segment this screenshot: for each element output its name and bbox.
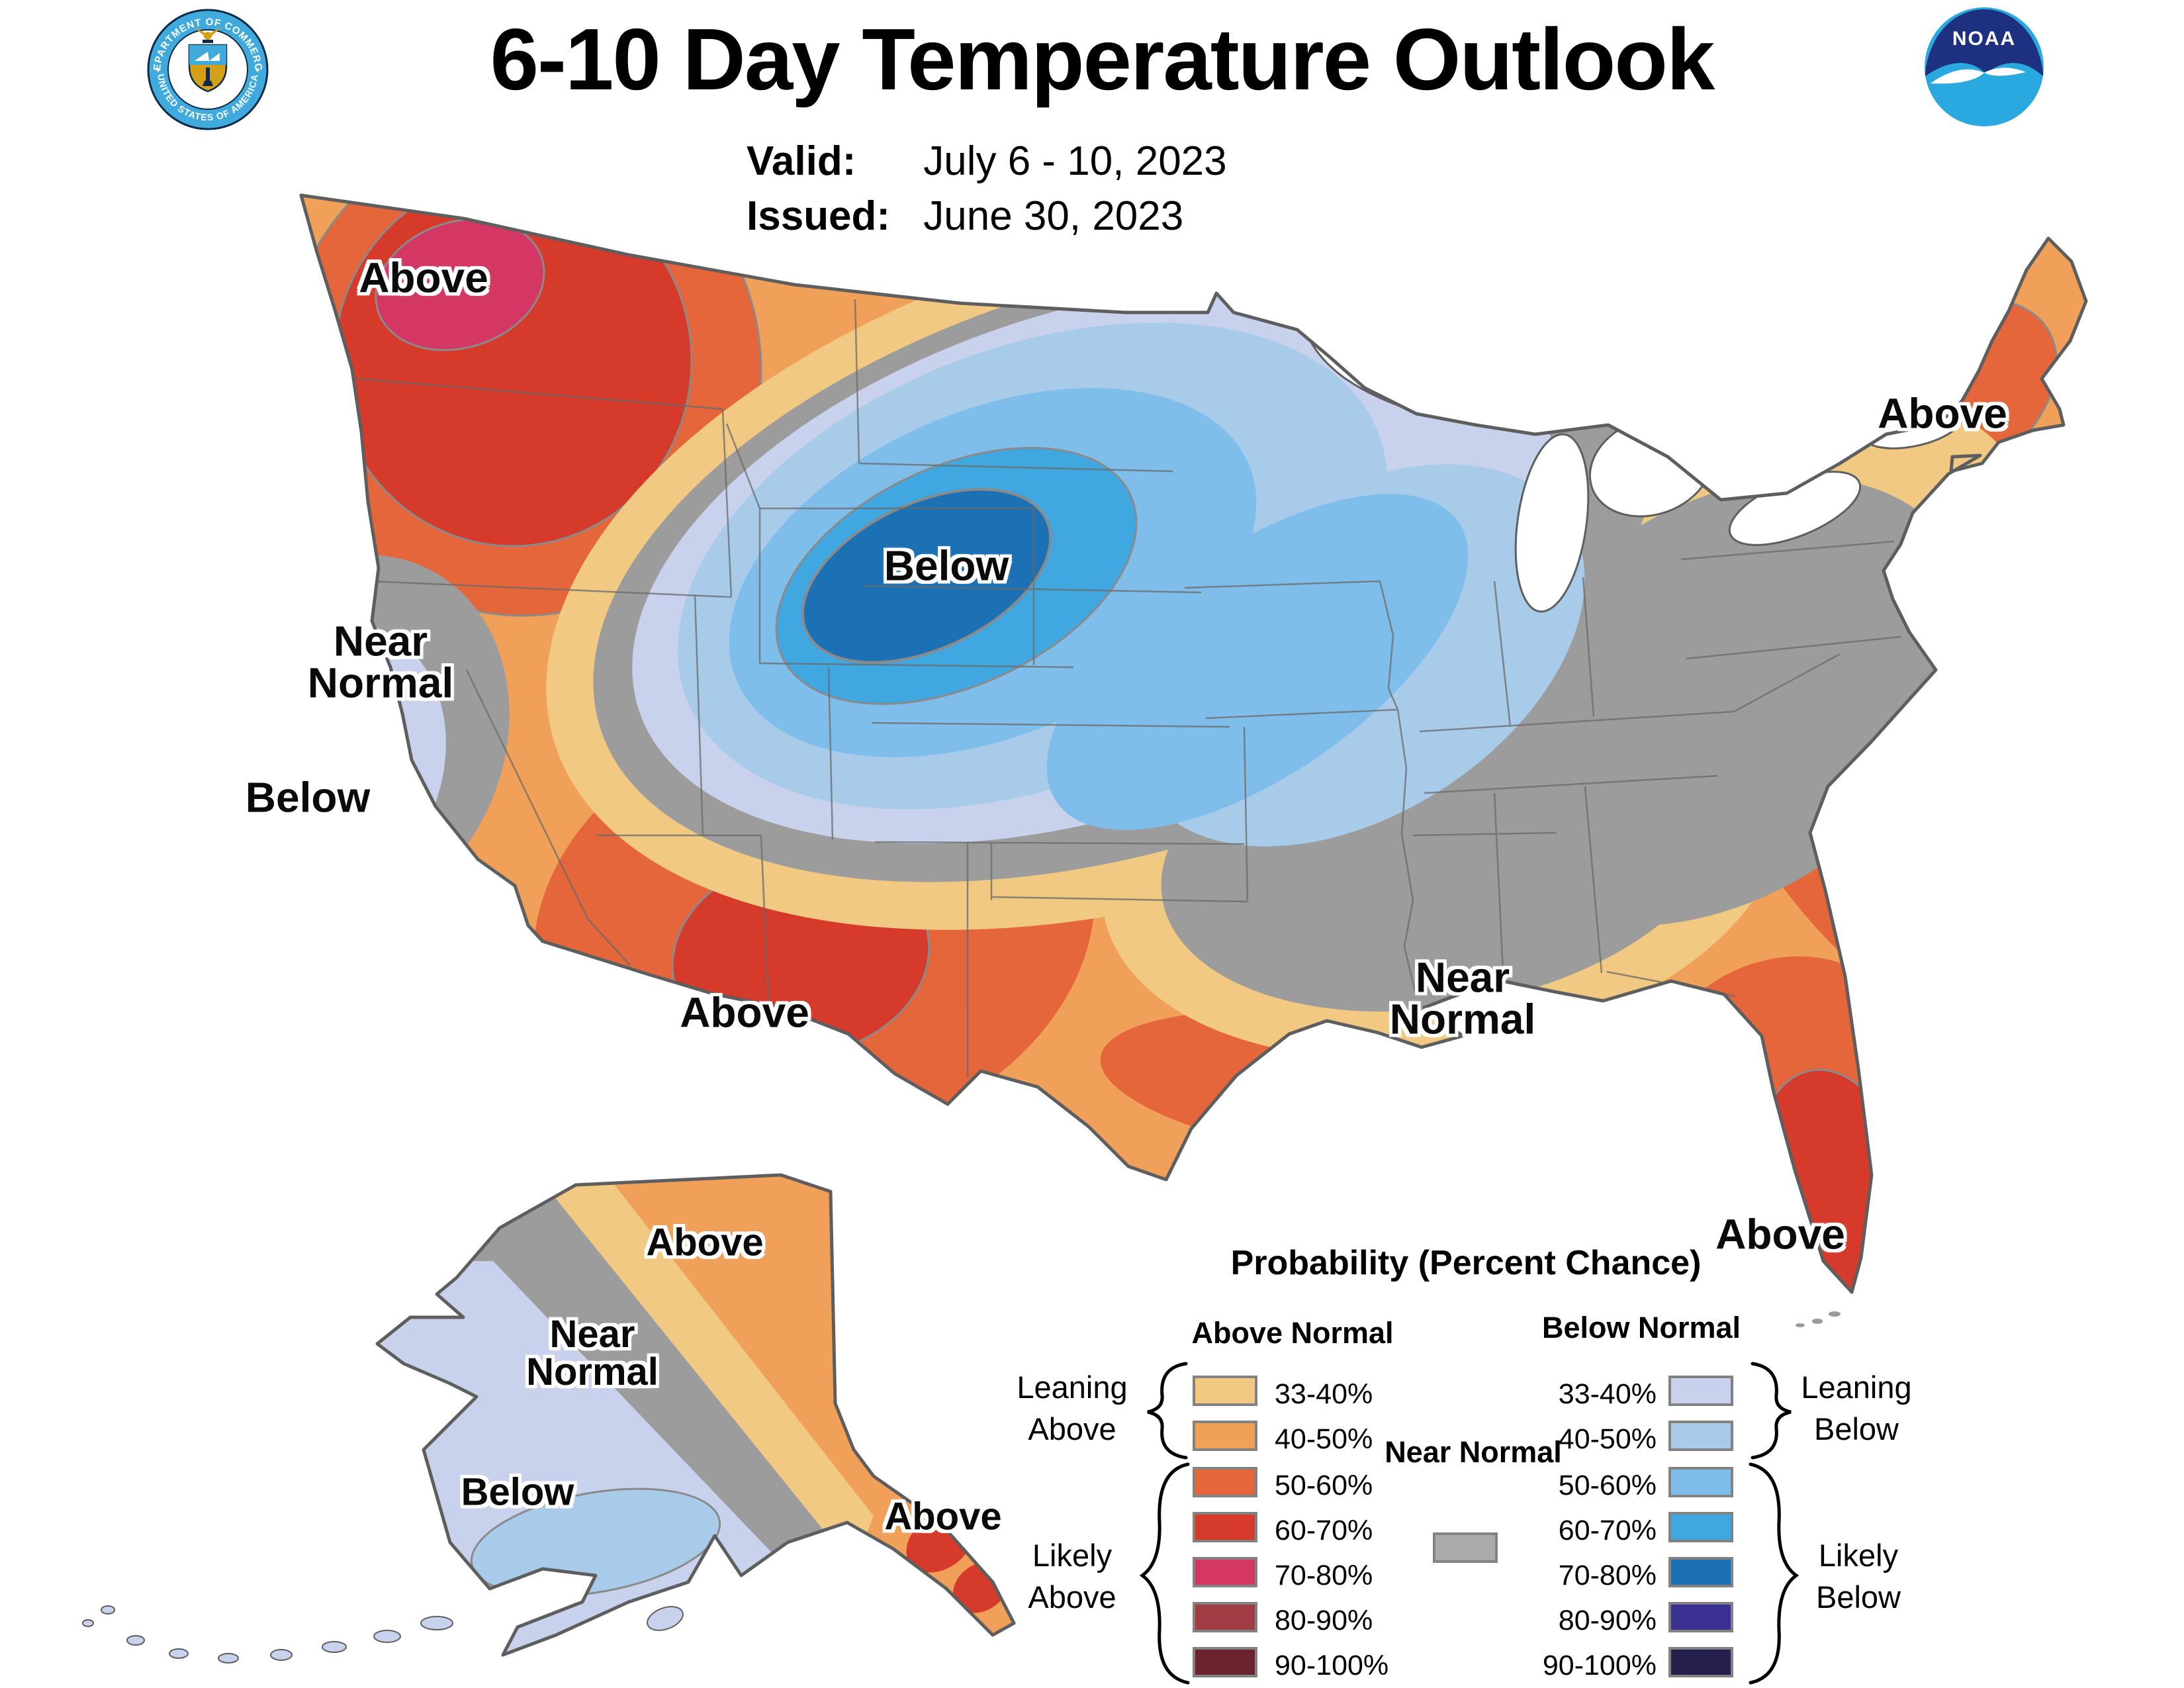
swatch-below-60-70 — [1668, 1512, 1733, 1542]
page-title: 6-10 Day Temperature Outlook — [490, 11, 1715, 108]
ak-band-below-33-40 — [377, 1261, 781, 1655]
band-above-60-70-florida — [1751, 1068, 1909, 1292]
swatch-below-70-80 — [1668, 1557, 1733, 1587]
swatch-above-33-40 — [1193, 1376, 1257, 1406]
issue-dates: Valid: July 6 - 10, 2023 Issued: June 30… — [747, 138, 1227, 248]
map-label-ak-below: Below — [461, 1470, 574, 1514]
florida-keys — [1796, 1311, 1841, 1327]
legend-label-above-90-100: 90-100% — [1275, 1650, 1389, 1681]
aleutian-islands — [82, 1605, 684, 1664]
swatch-above-60-70 — [1193, 1512, 1257, 1542]
legend-label-below-40-50: 40-50% — [1558, 1423, 1657, 1455]
swatch-below-50-60 — [1668, 1467, 1733, 1497]
legend-group-leaning-below: Leaning Below — [1801, 1370, 1912, 1447]
map-label-fl-above: Above — [1715, 1210, 1845, 1258]
state-borders — [355, 299, 1901, 1078]
band-below-70-80-core — [801, 488, 1052, 664]
legend-label-above-40-50: 40-50% — [1275, 1423, 1373, 1455]
legend-label-above-50-60: 50-60% — [1275, 1470, 1373, 1501]
noaa-logo: NOAA — [1925, 7, 2044, 126]
swatch-above-50-60 — [1193, 1467, 1257, 1497]
map-label-ak-se-above: Above — [884, 1495, 1002, 1538]
legend-below-normal-header: Below Normal — [1541, 1311, 1741, 1344]
map-label-center-below: Below — [884, 541, 1009, 590]
legend-label-below-33-40: 33-40% — [1558, 1378, 1657, 1410]
legend-label-below-90-100: 90-100% — [1542, 1650, 1657, 1681]
legend-label-below-70-80: 70-80% — [1558, 1560, 1657, 1591]
map-label-ca-near-normal: Near Normal — [307, 617, 454, 706]
legend-label-below-80-90: 80-90% — [1558, 1605, 1657, 1636]
legend-title: Probability (Percent Chance) — [1230, 1244, 1702, 1282]
doc-shield-icon — [188, 44, 228, 93]
swatch-near-normal — [1433, 1532, 1498, 1563]
valid-row: Valid: July 6 - 10, 2023 — [747, 138, 1227, 185]
legend-label-above-60-70: 60-70% — [1275, 1515, 1373, 1546]
legend-label-above-33-40: 33-40% — [1275, 1378, 1373, 1410]
issued-row: Issued: June 30, 2023 — [747, 193, 1227, 240]
map-label-sw-above: Above — [680, 988, 809, 1037]
noaa-crest-shape — [1925, 9, 2044, 77]
issued-label: Issued: — [747, 193, 891, 239]
map-label-south-near-normal: Near Normal — [1389, 953, 1536, 1043]
legend-group-leaning-above: Leaning Above — [1017, 1370, 1128, 1447]
brace-leaning-below — [1751, 1362, 1792, 1460]
alaska-outline — [375, 1173, 1016, 1657]
swatch-above-70-80 — [1193, 1557, 1257, 1587]
legend-group-likely-above: Likely Above — [1028, 1538, 1116, 1615]
map-label-pnw-above: Above — [359, 254, 488, 302]
map-label-ak-near-normal: Near Normal — [526, 1313, 659, 1393]
legend-label-below-60-70: 60-70% — [1558, 1515, 1657, 1546]
swatch-below-33-40 — [1668, 1376, 1733, 1406]
department-of-commerce-seal: DEPARTMENT OF COMMERCE UNITED STATES OF … — [146, 7, 269, 130]
doc-seal-star-left: ✦ — [155, 66, 161, 75]
legend-above-normal-header: Above Normal — [1191, 1316, 1394, 1350]
band-above-70-80-pnw — [375, 218, 545, 352]
legend-label-above-80-90: 80-90% — [1275, 1605, 1373, 1636]
legend-group-likely-below: Likely Below — [1815, 1538, 1901, 1615]
ak-band-below-40-50 — [470, 1487, 721, 1597]
map-label-ne-above: Above — [1878, 389, 2007, 438]
swatch-below-90-100 — [1668, 1647, 1733, 1677]
swatch-above-40-50 — [1193, 1421, 1257, 1451]
swatch-below-80-90 — [1668, 1602, 1733, 1632]
issued-value: June 30, 2023 — [923, 193, 1184, 239]
brace-likely-below — [1749, 1462, 1799, 1685]
doc-eagle-icon — [193, 26, 222, 43]
swatch-below-40-50 — [1668, 1421, 1733, 1451]
brace-leaning-above — [1147, 1362, 1188, 1460]
legend-label-above-70-80: 70-80% — [1275, 1560, 1373, 1591]
noaa-logo-text: NOAA — [1952, 28, 2016, 50]
conus-outline — [299, 193, 2088, 1294]
legend-label-below-50-60: 50-60% — [1558, 1470, 1657, 1501]
map-label-ca-below: Below — [245, 773, 371, 821]
swatch-above-80-90 — [1193, 1602, 1257, 1632]
noaa-seagull-icon — [1931, 68, 2026, 84]
legend-near-normal-label: Near Normal — [1385, 1435, 1562, 1469]
alaska-contour-bands — [377, 1175, 1014, 1655]
map-label-ak-above: Above — [646, 1221, 764, 1264]
valid-label: Valid: — [747, 138, 856, 184]
legend-braces — [1139, 1362, 1799, 1685]
brace-likely-above — [1139, 1462, 1190, 1685]
valid-value: July 6 - 10, 2023 — [923, 138, 1227, 184]
swatch-above-90-100 — [1193, 1647, 1257, 1677]
doc-seal-star-right: ✦ — [254, 66, 261, 75]
